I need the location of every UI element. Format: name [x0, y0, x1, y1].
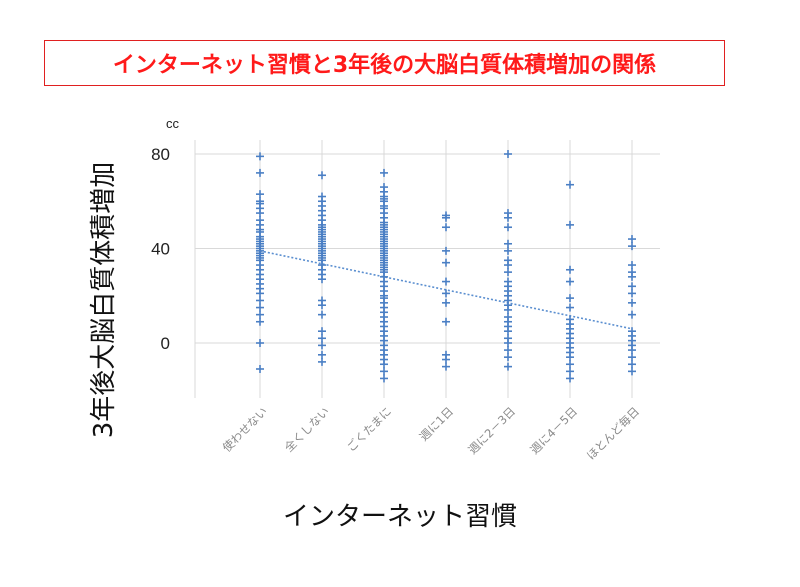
data-point — [628, 272, 636, 281]
y-axis-ticks: 0 40 80 — [151, 145, 170, 353]
data-point — [504, 346, 512, 355]
data-point — [628, 242, 636, 251]
data-point — [442, 213, 450, 222]
data-point — [566, 277, 574, 286]
data-point — [566, 294, 574, 303]
data-point — [380, 168, 388, 177]
data-point — [318, 357, 326, 366]
x-category-label: 週に4－5日 — [527, 404, 580, 457]
x-category-label: 全くしない — [282, 404, 333, 455]
data-point — [318, 327, 326, 336]
y-tick-label: 0 — [161, 334, 170, 353]
data-point — [256, 289, 264, 298]
data-points — [256, 150, 636, 383]
data-point — [256, 168, 264, 177]
data-point — [504, 339, 512, 347]
data-point — [628, 235, 636, 244]
data-point — [318, 341, 326, 350]
data-point — [566, 180, 574, 189]
data-point — [442, 277, 450, 286]
data-point — [442, 258, 450, 267]
data-point — [256, 190, 264, 199]
x-axis-categories: 使わせない 全くしない ごくたまに 週に1日 週に2－3日 週に4－5日 ほとんど毎日 — [220, 404, 643, 462]
y-tick-label: 80 — [151, 145, 170, 164]
chart-title: インターネット習慣と3年後の大脳白質体積増加の関係 — [44, 40, 725, 86]
data-point — [628, 298, 636, 307]
data-point — [442, 355, 450, 364]
data-point — [380, 374, 388, 383]
data-point — [504, 223, 512, 232]
data-point — [442, 298, 450, 307]
data-point — [256, 209, 264, 218]
data-point — [318, 171, 326, 180]
x-category-label: ごくたまに — [344, 404, 394, 454]
data-point — [442, 246, 450, 255]
data-point — [504, 213, 512, 222]
x-axis-title: インターネット習慣 — [283, 502, 517, 532]
data-point — [318, 350, 326, 359]
data-point — [256, 317, 264, 326]
data-point — [504, 268, 512, 277]
data-point — [504, 150, 512, 158]
x-category-label: 週に1日 — [417, 404, 456, 443]
data-point — [256, 310, 264, 319]
data-point — [628, 360, 636, 369]
data-point — [504, 305, 512, 314]
data-point — [566, 360, 574, 369]
data-point — [442, 317, 450, 326]
data-point — [566, 353, 574, 362]
data-point — [628, 346, 636, 355]
data-point — [628, 261, 636, 270]
y-tick-label: 40 — [151, 240, 170, 259]
data-point — [256, 339, 264, 347]
data-point — [628, 282, 636, 291]
data-point — [256, 303, 264, 312]
x-category-label: ほとんど毎日 — [584, 404, 642, 462]
y-axis-title: 3年後大脳白質体積増加 — [89, 162, 119, 439]
data-point — [318, 301, 326, 310]
data-point — [442, 362, 450, 371]
data-point — [504, 246, 512, 255]
data-point — [566, 367, 574, 376]
data-point — [566, 220, 574, 229]
data-point — [628, 367, 636, 376]
data-point — [256, 296, 264, 305]
data-point — [504, 362, 512, 371]
data-point — [380, 360, 388, 369]
data-point — [442, 223, 450, 232]
data-point — [318, 310, 326, 319]
data-point — [504, 327, 512, 336]
data-point — [566, 303, 574, 312]
data-point — [442, 289, 450, 298]
data-point — [380, 367, 388, 376]
x-category-label: 使わせない — [220, 404, 271, 455]
data-point — [256, 152, 264, 161]
data-point — [628, 310, 636, 319]
data-point — [628, 353, 636, 362]
data-point — [628, 289, 636, 298]
data-point — [566, 265, 574, 274]
data-point — [504, 353, 512, 362]
data-point — [504, 261, 512, 270]
grid-lines — [194, 140, 660, 398]
data-point — [504, 239, 512, 248]
y-unit-label: cc — [166, 116, 180, 131]
data-point — [318, 334, 326, 343]
data-point — [566, 374, 574, 383]
data-point — [256, 364, 264, 373]
x-category-label: 週に2－3日 — [465, 404, 518, 457]
data-point — [318, 275, 326, 284]
